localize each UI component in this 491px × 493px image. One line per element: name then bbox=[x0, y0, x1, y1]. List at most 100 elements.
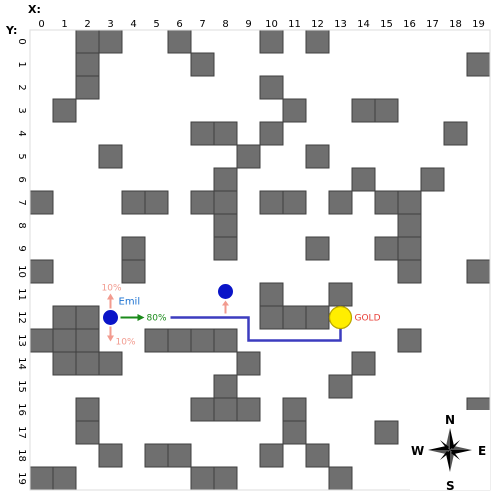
wall-cell bbox=[374, 190, 399, 215]
wall-cell bbox=[29, 190, 54, 215]
x-tick-6: 6 bbox=[176, 19, 182, 30]
wall-cell bbox=[167, 328, 192, 353]
wall-cell bbox=[397, 190, 422, 215]
wall-cell bbox=[259, 282, 284, 307]
x-tick-1: 1 bbox=[61, 19, 67, 30]
wall-cell bbox=[121, 259, 146, 284]
wall-cell bbox=[52, 351, 77, 376]
wall-cell bbox=[213, 397, 238, 422]
wall-cell bbox=[328, 374, 353, 399]
wall-cell bbox=[282, 98, 307, 123]
wall-cell bbox=[121, 236, 146, 261]
wall-cell bbox=[305, 29, 330, 54]
wall-cell bbox=[98, 351, 123, 376]
other-agent bbox=[218, 284, 233, 299]
wall-cell bbox=[236, 144, 261, 169]
wall-cell bbox=[144, 443, 169, 468]
y-tick-4: 4 bbox=[16, 130, 27, 136]
x-tick-11: 11 bbox=[288, 19, 301, 30]
wall-cell bbox=[259, 305, 284, 330]
wall-cell bbox=[282, 190, 307, 215]
y-tick-16: 16 bbox=[16, 403, 27, 416]
wall-cell bbox=[397, 236, 422, 261]
wall-cell bbox=[397, 213, 422, 238]
wall-cell bbox=[75, 29, 100, 54]
y-axis-title: Y: bbox=[5, 24, 17, 37]
x-tick-0: 0 bbox=[38, 19, 44, 30]
compass-south: S bbox=[446, 479, 455, 493]
x-tick-3: 3 bbox=[107, 19, 113, 30]
wall-cell bbox=[213, 328, 238, 353]
compass-rose-icon: N S W E bbox=[410, 410, 490, 493]
x-axis-title: X: bbox=[28, 3, 41, 16]
wall-cell bbox=[213, 374, 238, 399]
wall-cell bbox=[190, 52, 215, 77]
planned-path bbox=[170, 316, 342, 342]
arrow-other-agent-head-icon bbox=[222, 300, 229, 306]
wall-cell bbox=[98, 144, 123, 169]
y-tick-12: 12 bbox=[16, 311, 27, 324]
gold-coin bbox=[328, 305, 353, 330]
y-tick-18: 18 bbox=[16, 449, 27, 462]
wall-cell bbox=[259, 75, 284, 100]
y-tick-14: 14 bbox=[16, 357, 27, 370]
wall-cell bbox=[305, 443, 330, 468]
wall-cell bbox=[374, 98, 399, 123]
wall-cell bbox=[52, 98, 77, 123]
y-tick-17: 17 bbox=[16, 426, 27, 439]
wall-cell bbox=[213, 466, 238, 491]
y-tick-8: 8 bbox=[16, 222, 27, 228]
wall-cell bbox=[374, 236, 399, 261]
x-tick-17: 17 bbox=[426, 19, 439, 30]
y-tick-13: 13 bbox=[16, 334, 27, 347]
x-tick-5: 5 bbox=[153, 19, 159, 30]
wall-cell bbox=[190, 466, 215, 491]
arrow-down-head-icon bbox=[107, 335, 114, 342]
wall-cell bbox=[328, 466, 353, 491]
wall-cell bbox=[98, 29, 123, 54]
wall-cell bbox=[420, 167, 445, 192]
x-tick-9: 9 bbox=[245, 19, 251, 30]
y-tick-10: 10 bbox=[16, 265, 27, 278]
x-tick-2: 2 bbox=[84, 19, 90, 30]
move-probability-arrows bbox=[107, 293, 229, 342]
x-tick-15: 15 bbox=[380, 19, 393, 30]
x-tick-7: 7 bbox=[199, 19, 205, 30]
wall-cell bbox=[144, 328, 169, 353]
probability-down-label: 10% bbox=[116, 338, 136, 348]
probability-up-label: 10% bbox=[102, 284, 122, 294]
compass-west: W bbox=[411, 444, 424, 458]
x-tick-10: 10 bbox=[265, 19, 278, 30]
y-tick-9: 9 bbox=[16, 245, 27, 251]
wall-cell bbox=[29, 466, 54, 491]
wall-cell bbox=[351, 98, 376, 123]
wall-cell bbox=[167, 29, 192, 54]
x-tick-8: 8 bbox=[222, 19, 228, 30]
wall-cell bbox=[52, 466, 77, 491]
x-tick-19: 19 bbox=[472, 19, 485, 30]
y-tick-2: 2 bbox=[16, 84, 27, 90]
wall-cell bbox=[52, 328, 77, 353]
x-tick-18: 18 bbox=[449, 19, 462, 30]
wall-cell bbox=[213, 190, 238, 215]
gold-label: GOLD bbox=[355, 314, 381, 324]
arrow-up-head-icon bbox=[107, 293, 114, 300]
wall-cell bbox=[259, 443, 284, 468]
wall-cell bbox=[75, 397, 100, 422]
y-tick-1: 1 bbox=[16, 61, 27, 67]
wall-cell bbox=[213, 236, 238, 261]
y-tick-11: 11 bbox=[16, 288, 27, 301]
wall-cell bbox=[305, 305, 330, 330]
wall-cell bbox=[259, 121, 284, 146]
y-tick-3: 3 bbox=[16, 107, 27, 113]
wall-cell bbox=[144, 190, 169, 215]
wall-cell bbox=[29, 328, 54, 353]
wall-cell bbox=[190, 121, 215, 146]
wall-cell bbox=[466, 259, 491, 284]
x-axis-ticks: 0 1 2 3 4 5 6 7 8 9 10 11 12 13 14 15 16 17 18 19 bbox=[38, 19, 485, 30]
wall-cell bbox=[282, 397, 307, 422]
wall-cell bbox=[52, 305, 77, 330]
agent-name-label: Emil bbox=[119, 297, 141, 308]
grid-border bbox=[29, 29, 491, 491]
